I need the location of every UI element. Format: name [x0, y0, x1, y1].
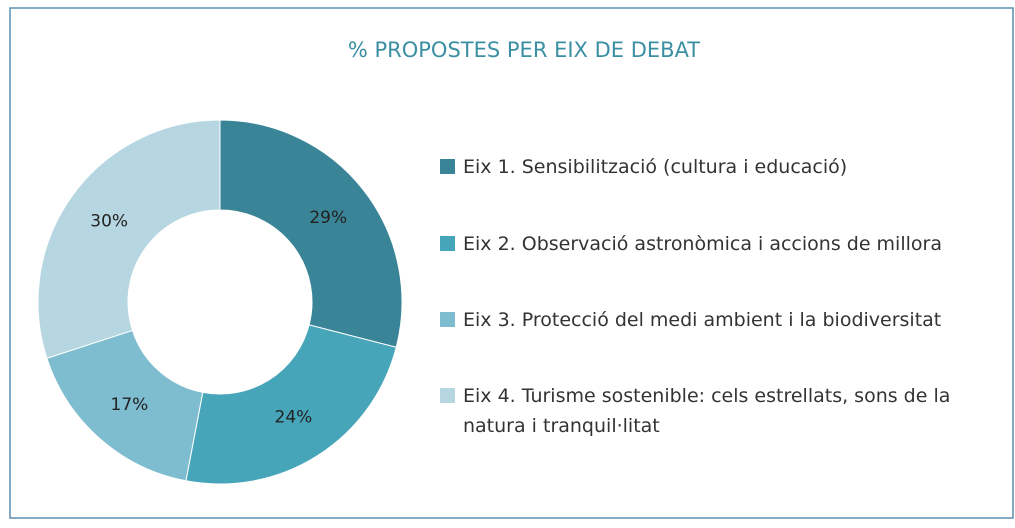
- donut-slice: [185, 324, 397, 485]
- legend-swatch: [440, 388, 455, 403]
- chart-title: % PROPOSTES PER EIX DE DEBAT: [348, 38, 700, 62]
- data-label: 17%: [111, 395, 149, 415]
- legend-swatch: [440, 312, 455, 327]
- legend-swatch: [440, 236, 455, 251]
- legend-entry: Eix 4. Turisme sostenible: cels estrella…: [440, 381, 1005, 441]
- legend-entry: Eix 2. Observació astronòmica i accions …: [440, 229, 1005, 259]
- legend-label: Eix 3. Protecció del medi ambient i la b…: [463, 309, 942, 331]
- frame: [9, 7, 1014, 519]
- donut-slice: [219, 119, 403, 348]
- legend-label: Eix 4. Turisme sostenible: cels estrella…: [463, 385, 951, 437]
- donut-slice: [37, 119, 221, 359]
- donut-slice: [46, 329, 204, 482]
- data-label: 24%: [275, 408, 313, 428]
- legend-swatch: [440, 159, 455, 174]
- data-label: 30%: [90, 211, 128, 231]
- legend-label: Eix 1. Sensibilització (cultura i educac…: [463, 156, 848, 178]
- data-label: 29%: [309, 208, 347, 228]
- legend-entry: Eix 3. Protecció del medi ambient i la b…: [440, 305, 1005, 335]
- legend-entry: Eix 1. Sensibilització (cultura i educac…: [440, 152, 1005, 182]
- legend-label: Eix 2. Observació astronòmica i accions …: [463, 233, 942, 255]
